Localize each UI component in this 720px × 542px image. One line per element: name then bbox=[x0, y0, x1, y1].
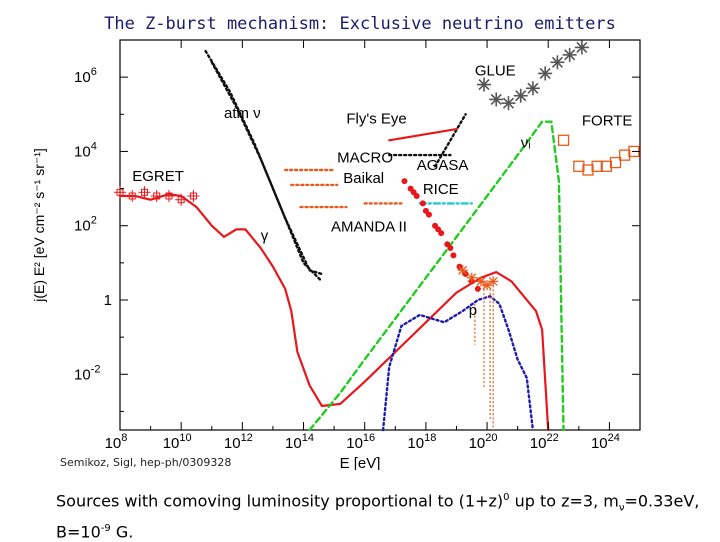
data-point bbox=[457, 265, 468, 276]
data-point bbox=[162, 190, 175, 202]
caption-text-4: B=10 bbox=[56, 521, 101, 541]
series-line bbox=[388, 128, 458, 142]
data-point bbox=[619, 149, 631, 161]
chart-label-baikal: Baikal bbox=[343, 170, 384, 187]
x-tick-label: 1020 bbox=[469, 432, 498, 452]
data-point bbox=[557, 134, 570, 146]
data-point bbox=[419, 200, 426, 207]
y-tick-label: 1 bbox=[104, 292, 112, 309]
series-line bbox=[381, 294, 535, 432]
chart-label-nu-i: νᵢ bbox=[521, 135, 531, 152]
caption-exponent-1: 0 bbox=[503, 492, 510, 503]
data-point bbox=[187, 190, 200, 202]
x-tick-label: 108 bbox=[105, 432, 128, 452]
data-point bbox=[150, 190, 163, 202]
caption-text-5: G. bbox=[110, 521, 134, 541]
data-point bbox=[482, 280, 493, 291]
chart: atm ν EGRET γ MACRO Baikal AMANDA II Fly's Eye… bbox=[31, 39, 641, 470]
series-line bbox=[308, 120, 565, 432]
chart-label-macro: MACRO bbox=[337, 150, 393, 167]
chart-label-amanda: AMANDA II bbox=[331, 218, 407, 235]
x-tick-label: 1024 bbox=[591, 432, 620, 452]
data-point bbox=[175, 193, 188, 206]
data-point bbox=[474, 285, 481, 292]
series-line bbox=[210, 61, 324, 276]
x-axis-label: E [eV] bbox=[340, 455, 381, 470]
chart-label-gamma: γ bbox=[261, 228, 269, 245]
data-point bbox=[600, 160, 613, 172]
data-point bbox=[574, 40, 589, 55]
x-tick-label: 1010 bbox=[163, 432, 192, 452]
data-point bbox=[450, 252, 457, 259]
y-axis-label: j(E) E² [eV cm⁻² s⁻¹ sr⁻¹] bbox=[31, 148, 47, 303]
data-point bbox=[466, 272, 477, 283]
chart-label-glue: GLUE bbox=[475, 62, 516, 79]
data-point bbox=[591, 160, 603, 172]
plot-frame bbox=[119, 39, 641, 431]
caption-text-1: Sources with comoving luminosity proport… bbox=[56, 491, 504, 511]
data-point bbox=[475, 276, 486, 287]
caption-subscript: ν bbox=[618, 502, 625, 514]
x-tick-label: 1012 bbox=[224, 432, 253, 452]
y-tick-label: 104 bbox=[74, 140, 97, 160]
data-point bbox=[447, 245, 454, 251]
chart-label-egret: EGRET bbox=[132, 168, 184, 185]
data-point bbox=[562, 47, 577, 62]
data-point bbox=[609, 156, 622, 169]
data-point bbox=[573, 160, 585, 172]
data-point bbox=[410, 189, 417, 196]
data-point bbox=[489, 92, 504, 107]
slide-title: The Z-burst mechanism: Exclusive neutrin… bbox=[104, 14, 616, 34]
caption-text-3: =0.33eV, bbox=[624, 491, 700, 511]
data-point bbox=[538, 66, 553, 81]
data-point bbox=[477, 77, 491, 92]
chart-label-forte: FORTE bbox=[582, 112, 633, 129]
x-tick-label: 1014 bbox=[285, 432, 314, 452]
chart-label-agasa: AGASA bbox=[417, 157, 469, 174]
y-tick-label: 106 bbox=[74, 66, 97, 86]
caption: Sources with comoving luminosity proport… bbox=[56, 488, 716, 542]
series-line bbox=[118, 192, 550, 432]
data-point bbox=[513, 88, 528, 103]
x-tick-label: 1018 bbox=[407, 432, 436, 452]
data-point bbox=[422, 207, 429, 214]
caption-text-2: up to z=3, m bbox=[509, 491, 619, 511]
data-point bbox=[501, 96, 516, 111]
data-point bbox=[435, 226, 442, 233]
series-line bbox=[433, 113, 467, 168]
chart-label-p: p bbox=[469, 302, 477, 319]
x-tick-label: 1022 bbox=[530, 432, 559, 452]
x-tick-label: 1016 bbox=[346, 432, 375, 452]
chart-label-flys-eye: Fly's Eye bbox=[346, 111, 406, 128]
chart-label-atm-nu: atm ν bbox=[224, 105, 261, 122]
credit-note: Semikoz, Sigl, hep-ph/0309328 bbox=[60, 456, 232, 469]
data-point bbox=[525, 81, 540, 96]
data-point bbox=[126, 190, 139, 202]
caption-exponent-2: -9 bbox=[100, 522, 111, 534]
y-tick-label: 10-2 bbox=[74, 363, 100, 383]
y-tick-label: 102 bbox=[74, 215, 97, 235]
data-point bbox=[138, 186, 151, 199]
data-point bbox=[550, 55, 565, 70]
data-point bbox=[582, 164, 594, 176]
chart-label-rice: RICE bbox=[423, 181, 459, 198]
data-point bbox=[401, 178, 408, 185]
